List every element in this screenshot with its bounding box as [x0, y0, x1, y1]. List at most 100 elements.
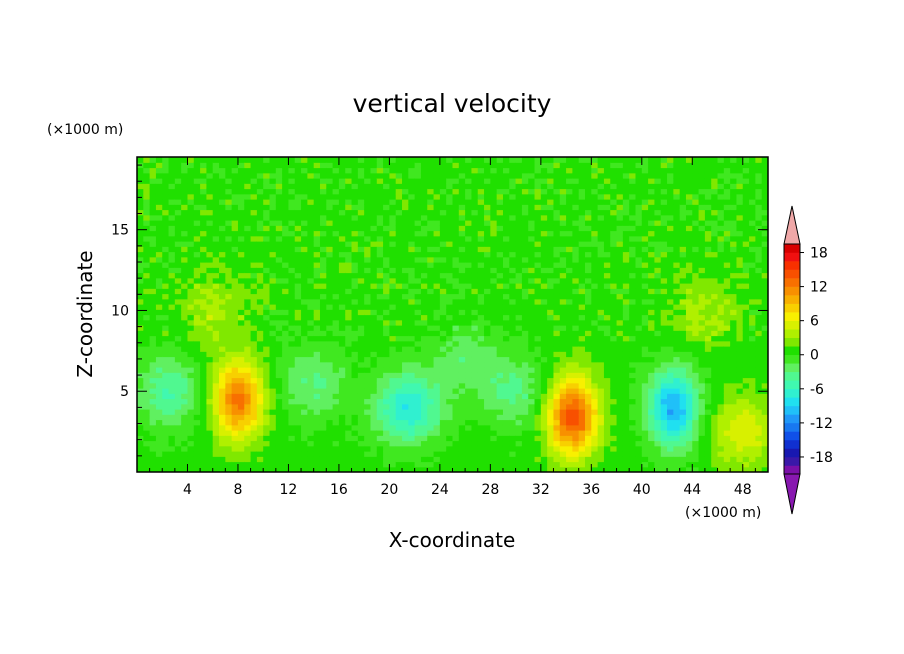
field-cell	[490, 256, 498, 263]
field-cell	[622, 241, 630, 247]
field-cell	[345, 298, 353, 305]
field-cell	[566, 251, 573, 258]
field-cell	[294, 398, 302, 405]
field-cell	[137, 246, 144, 253]
field-cell	[446, 424, 454, 431]
field-cell	[553, 393, 561, 400]
field-cell	[307, 340, 315, 347]
field-cell	[654, 445, 662, 452]
field-cell	[572, 178, 580, 184]
field-cell	[219, 382, 226, 389]
field-cell	[559, 330, 567, 337]
field-cell	[319, 172, 327, 179]
field-cell	[603, 277, 611, 284]
field-cell	[288, 393, 296, 400]
field-cell	[376, 314, 384, 321]
field-cell	[345, 288, 353, 295]
field-cell	[269, 251, 277, 258]
field-cell	[521, 162, 529, 169]
field-cell	[553, 188, 561, 195]
field-cell	[155, 235, 163, 242]
field-cell	[528, 283, 536, 289]
field-cell	[269, 424, 277, 431]
field-cell	[275, 288, 283, 295]
field-cell	[477, 403, 485, 410]
field-cell	[168, 183, 176, 190]
field-cell	[635, 382, 643, 389]
field-cell	[225, 351, 233, 358]
field-cell	[515, 325, 523, 331]
field-cell	[237, 335, 245, 342]
field-cell	[641, 314, 649, 321]
field-cell	[439, 419, 447, 426]
field-cell	[225, 209, 233, 216]
field-cell	[654, 372, 662, 379]
field-cell	[433, 325, 441, 331]
field-cell	[566, 466, 573, 472]
field-cell	[572, 419, 580, 426]
field-cell	[307, 283, 315, 289]
field-cell	[149, 199, 157, 205]
field-cell	[521, 409, 529, 415]
field-cell	[225, 319, 233, 326]
field-cell	[521, 178, 529, 184]
field-cell	[420, 367, 428, 373]
field-cell	[452, 424, 460, 431]
field-cell	[477, 330, 485, 337]
field-cell	[187, 466, 195, 472]
field-cell	[490, 251, 498, 258]
field-cell	[572, 309, 580, 316]
field-cell	[162, 325, 170, 331]
field-cell	[578, 335, 586, 342]
field-cell	[477, 193, 485, 200]
field-cell	[181, 451, 189, 457]
field-cell	[301, 293, 308, 300]
field-cell	[206, 167, 214, 174]
field-cell	[256, 367, 264, 373]
field-cell	[143, 162, 151, 169]
field-cell	[427, 183, 435, 190]
field-cell	[433, 167, 441, 174]
field-cell	[162, 335, 170, 342]
field-cell	[502, 346, 510, 352]
field-cell	[326, 325, 334, 331]
field-cell	[181, 377, 189, 384]
field-cell	[427, 340, 435, 347]
field-cell	[319, 466, 327, 472]
field-cell	[427, 424, 435, 431]
field-cell	[294, 351, 302, 358]
field-cell	[553, 241, 561, 247]
field-cell	[225, 335, 233, 342]
field-cell	[515, 204, 523, 211]
field-cell	[313, 351, 321, 358]
field-cell	[168, 372, 176, 379]
field-cell	[484, 388, 491, 394]
field-cell	[376, 330, 384, 337]
field-cell	[566, 167, 573, 174]
field-cell	[490, 178, 498, 184]
field-cell	[376, 351, 384, 358]
field-cell	[660, 414, 668, 421]
field-cell	[383, 214, 390, 221]
field-cell	[143, 325, 151, 331]
field-cell	[490, 414, 498, 421]
field-cell	[383, 319, 390, 326]
field-cell	[629, 388, 637, 394]
field-cell	[465, 356, 473, 363]
field-cell	[521, 283, 529, 289]
field-cell	[446, 367, 454, 373]
field-cell	[244, 256, 252, 263]
field-cell	[484, 461, 491, 468]
field-cell	[389, 393, 397, 400]
field-cell	[635, 277, 643, 284]
field-cell	[528, 424, 536, 431]
field-cell	[338, 241, 346, 247]
field-cell	[559, 162, 567, 169]
field-cell	[654, 314, 662, 321]
field-cell	[275, 183, 283, 190]
field-cell	[477, 277, 485, 284]
field-cell	[212, 466, 220, 472]
field-cell	[578, 304, 586, 310]
field-cell	[439, 393, 447, 400]
field-cell	[490, 183, 498, 190]
